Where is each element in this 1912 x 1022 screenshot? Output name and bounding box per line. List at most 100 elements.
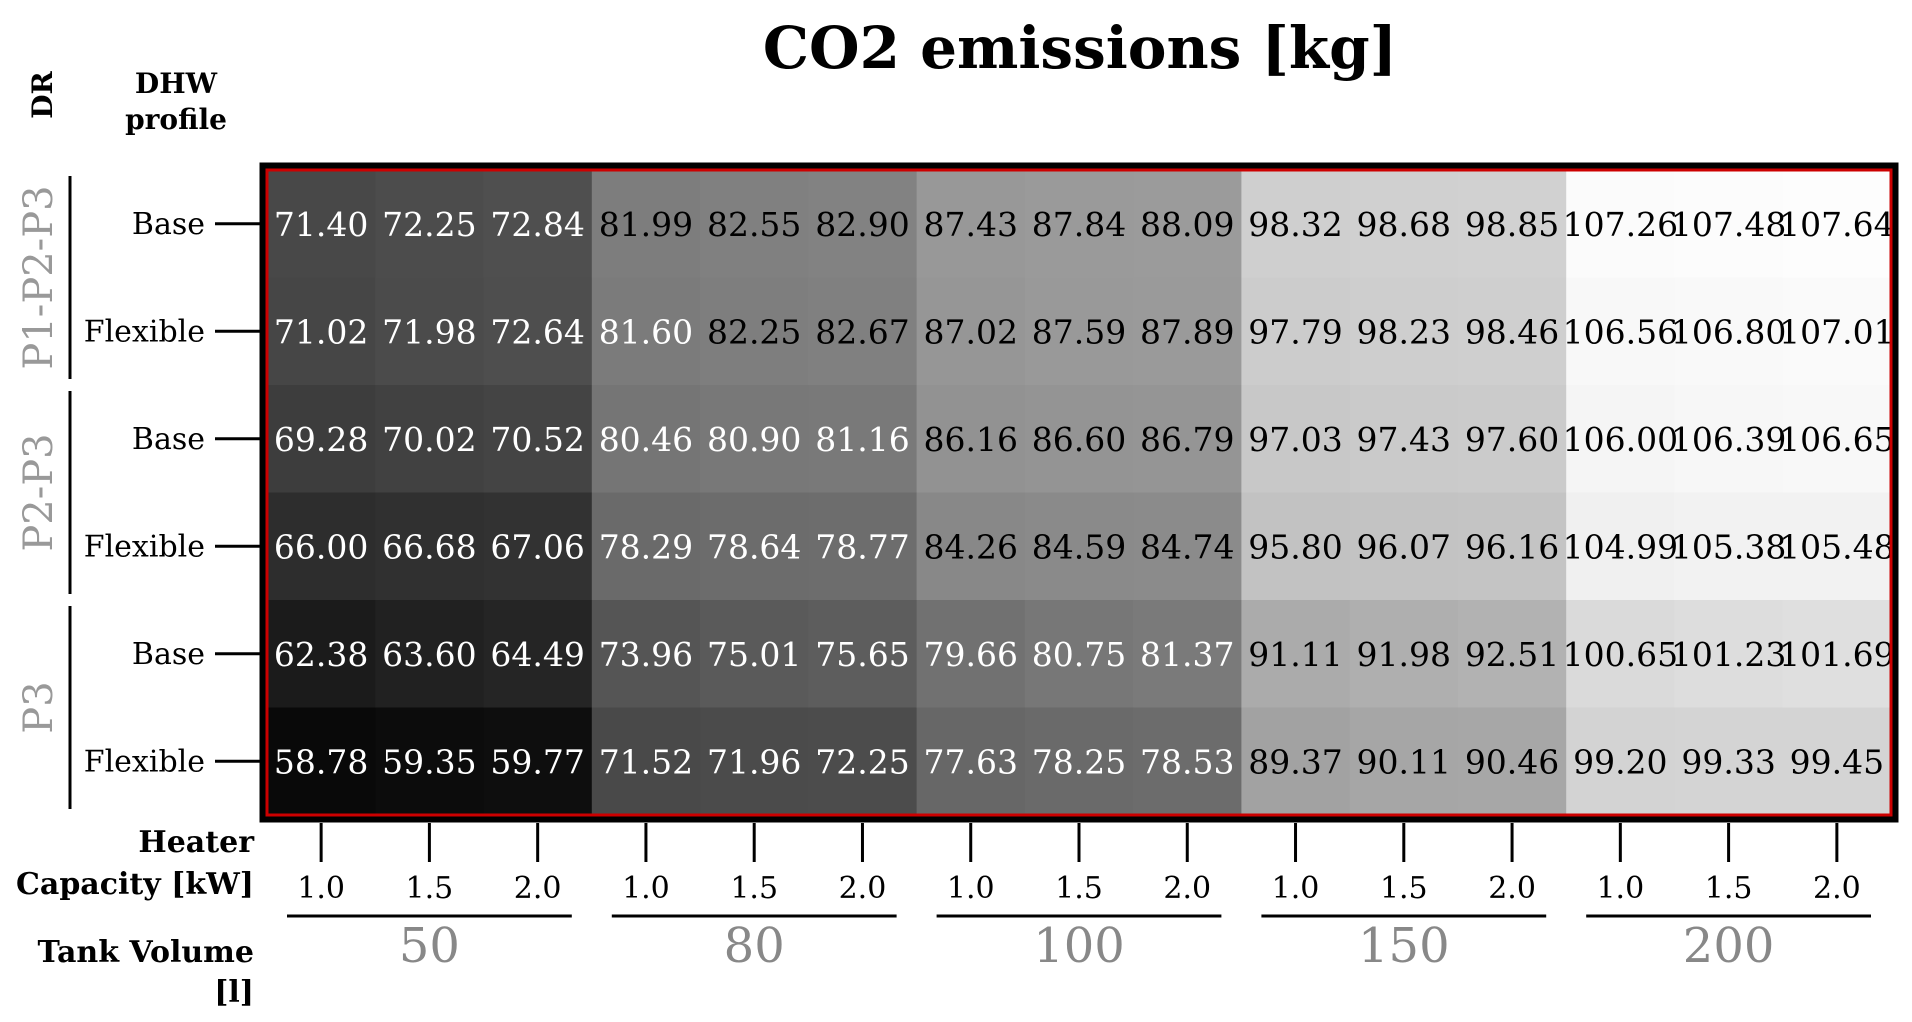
cell-value-label: 72.84 bbox=[490, 205, 584, 244]
heatmap-cell bbox=[483, 600, 593, 709]
heatmap-cell bbox=[1133, 707, 1242, 816]
heater-capacity-label: 1.0 bbox=[622, 871, 670, 906]
cell-value-label: 87.89 bbox=[1140, 312, 1234, 351]
cell-value-label: 81.99 bbox=[599, 205, 693, 244]
dr-group-label: P1-P2-P3 bbox=[16, 185, 62, 369]
heatmap-cell bbox=[267, 492, 376, 601]
dhw-profile-label: Flexible bbox=[84, 744, 205, 779]
heatmap-cell bbox=[375, 600, 485, 709]
cell-value-label: 99.20 bbox=[1573, 742, 1667, 781]
cell-value-label: 87.43 bbox=[923, 205, 1017, 244]
cell-value-label: 98.23 bbox=[1357, 312, 1451, 351]
cell-value-label: 106.65 bbox=[1779, 420, 1894, 459]
cell-value-label: 71.96 bbox=[707, 742, 801, 781]
cell-value-label: 81.16 bbox=[815, 420, 909, 459]
cell-value-label: 78.53 bbox=[1140, 742, 1234, 781]
cell-value-label: 106.39 bbox=[1671, 420, 1786, 459]
heatmap-cell bbox=[483, 277, 593, 386]
heatmap-cell bbox=[1782, 492, 1892, 601]
heatmap-cell bbox=[1457, 170, 1567, 279]
cell-value-label: 98.85 bbox=[1465, 205, 1559, 244]
heatmap-cell bbox=[375, 170, 485, 279]
cell-value-label: 100.65 bbox=[1563, 635, 1678, 674]
heatmap-cell bbox=[916, 170, 1026, 279]
cell-value-label: 72.64 bbox=[490, 312, 584, 351]
cell-value-label: 90.46 bbox=[1465, 742, 1559, 781]
cell-value-label: 79.66 bbox=[923, 635, 1017, 674]
dhw-profile-header: DHW profile bbox=[125, 67, 227, 136]
heatmap-cell bbox=[808, 492, 918, 601]
heatmap-cell bbox=[591, 600, 701, 709]
heatmap-cell bbox=[375, 385, 485, 494]
heatmap-cell bbox=[700, 492, 809, 601]
heater-capacity-label: 1.5 bbox=[1055, 871, 1103, 906]
dhw-profile-label: Base bbox=[132, 637, 205, 672]
heater-capacity-label: 2.0 bbox=[1488, 871, 1536, 906]
heatmap-cell bbox=[808, 600, 918, 709]
cell-value-label: 63.60 bbox=[382, 635, 476, 674]
cell-value-label: 71.02 bbox=[274, 312, 368, 351]
heater-capacity-label: 1.0 bbox=[1596, 871, 1644, 906]
cell-value-label: 107.26 bbox=[1563, 205, 1678, 244]
heatmap-cell bbox=[1566, 277, 1676, 386]
heatmap-cell bbox=[1024, 600, 1134, 709]
cell-value-label: 59.35 bbox=[382, 742, 476, 781]
heatmap-cell bbox=[700, 385, 809, 494]
cell-value-label: 92.51 bbox=[1465, 635, 1559, 674]
heater-capacity-label: 1.0 bbox=[297, 871, 345, 906]
heatmap-cell bbox=[1024, 492, 1134, 601]
cell-value-label: 88.09 bbox=[1140, 205, 1234, 244]
heatmap-cell bbox=[1674, 277, 1784, 386]
heatmap-cells bbox=[267, 170, 1892, 816]
cell-value-label: 107.48 bbox=[1671, 205, 1786, 244]
cell-value-label: 90.11 bbox=[1357, 742, 1451, 781]
heatmap-cell bbox=[1457, 707, 1567, 816]
heatmap-cell bbox=[1133, 385, 1242, 494]
cell-value-label: 64.49 bbox=[490, 635, 584, 674]
cell-value-label: 67.06 bbox=[490, 527, 584, 566]
dhw-profile-label: Flexible bbox=[84, 529, 205, 564]
heatmap-cell-labels: 71.40 72.25 72.84 81.99 82.55 82.90 87.43 87.84… bbox=[274, 205, 1895, 782]
dhw-profile-label: Flexible bbox=[84, 314, 205, 349]
heatmap-cell bbox=[808, 277, 918, 386]
cell-value-label: 77.63 bbox=[923, 742, 1017, 781]
heater-capacity-label: 1.0 bbox=[1272, 871, 1320, 906]
cell-value-label: 78.64 bbox=[707, 527, 801, 566]
heater-capacity-label: 1.5 bbox=[406, 871, 454, 906]
cell-value-label: 106.00 bbox=[1563, 420, 1678, 459]
cell-value-label: 107.64 bbox=[1779, 205, 1894, 244]
heatmap-cell bbox=[1349, 385, 1459, 494]
heatmap-cell bbox=[1024, 707, 1134, 816]
heatmap-outer-frame bbox=[259, 162, 1899, 823]
heatmap-cell bbox=[1349, 600, 1459, 709]
cell-value-label: 71.98 bbox=[382, 312, 476, 351]
cell-value-label: 71.52 bbox=[599, 742, 693, 781]
cell-value-label: 80.75 bbox=[1032, 635, 1126, 674]
cell-value-label: 96.16 bbox=[1465, 527, 1559, 566]
heatmap-cell bbox=[1674, 600, 1784, 709]
heatmap-cell bbox=[591, 385, 701, 494]
heatmap-cell bbox=[916, 385, 1026, 494]
heatmap-cell bbox=[375, 707, 485, 816]
heatmap-cell bbox=[591, 707, 701, 816]
heatmap-cell bbox=[1782, 385, 1892, 494]
heatmap-cell bbox=[1024, 385, 1134, 494]
cell-value-label: 80.46 bbox=[599, 420, 693, 459]
heatmap-cell bbox=[1782, 707, 1892, 816]
cell-value-label: 99.33 bbox=[1681, 742, 1775, 781]
cell-value-label: 98.32 bbox=[1248, 205, 1342, 244]
cell-value-label: 78.77 bbox=[815, 527, 909, 566]
heatmap-cell bbox=[1133, 600, 1242, 709]
cell-value-label: 82.90 bbox=[815, 205, 909, 244]
heater-capacity-label: 1.5 bbox=[1705, 871, 1753, 906]
heatmap-cell bbox=[1566, 600, 1676, 709]
cell-value-label: 66.68 bbox=[382, 527, 476, 566]
cell-value-label: 59.77 bbox=[490, 742, 584, 781]
cell-value-label: 69.28 bbox=[274, 420, 368, 459]
heatmap-cell bbox=[1349, 492, 1459, 601]
heatmap-cell bbox=[483, 492, 593, 601]
cell-value-label: 87.84 bbox=[1032, 205, 1126, 244]
heater-capacity-axis-label: Heater Capacity [kW] bbox=[16, 825, 255, 902]
cell-value-label: 81.37 bbox=[1140, 635, 1234, 674]
cell-value-label: 99.45 bbox=[1790, 742, 1884, 781]
